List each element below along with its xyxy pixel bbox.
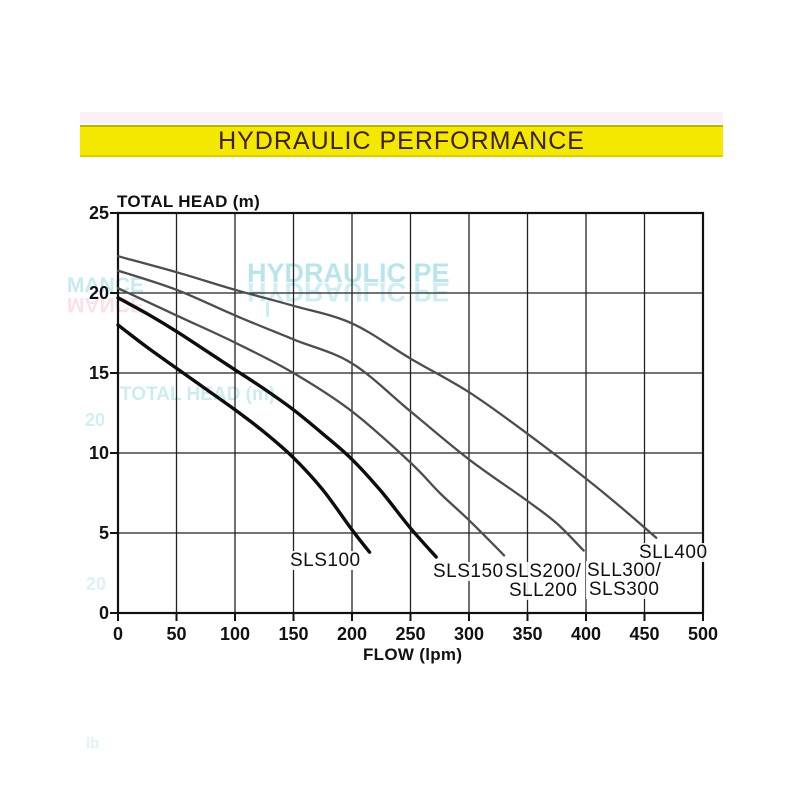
scan-ghost-text: TOTAL HEAD (m) xyxy=(120,384,276,405)
series-label-line: SLS100 xyxy=(290,550,361,571)
x-axis-title: FLOW (lpm) xyxy=(363,645,463,664)
x-tick-label: 100 xyxy=(219,624,251,644)
series-label-line: SLL400 xyxy=(639,542,708,563)
series-label-sls200-sll200: SLS200/SLL200 xyxy=(504,561,583,601)
x-tick-label: 50 xyxy=(166,624,187,644)
x-tick-label: 150 xyxy=(278,624,309,644)
y-tick-label: 5 xyxy=(98,523,109,543)
series-label-sll300-sls300: SLL300/SLS300 xyxy=(586,560,663,600)
y-tick-label: 0 xyxy=(98,603,109,623)
series-label-sll400: SLL400 xyxy=(638,543,709,562)
scan-ghost-band xyxy=(80,112,723,124)
x-tick-label: 350 xyxy=(512,624,543,644)
curve-sls150 xyxy=(116,296,438,559)
series-label-sls150: SLS150 xyxy=(432,562,505,581)
x-tick-label: 0 xyxy=(112,624,123,644)
y-tick-label: 25 xyxy=(88,203,109,223)
y-tick-label: 20 xyxy=(88,283,109,303)
curve-sls200-sll200 xyxy=(116,287,506,557)
scan-ghost-text: HYDRAULIC PE xyxy=(247,258,450,288)
series-label-line: SLL300/ xyxy=(587,560,662,581)
x-tick-label: 400 xyxy=(570,624,602,644)
x-tick-label: 450 xyxy=(629,624,660,644)
scan-ghost-text: 20 xyxy=(85,410,106,430)
x-tick-label: 500 xyxy=(687,624,719,644)
y-tick-label: 10 xyxy=(88,443,109,463)
scan-ghost-band xyxy=(266,302,269,317)
series-label-line: SLS300 xyxy=(588,579,660,600)
x-tick-label: 250 xyxy=(395,624,426,644)
x-tick-label: 200 xyxy=(336,624,368,644)
series-label-line: SLL200 xyxy=(508,580,578,601)
scan-ghost-text: 20 xyxy=(86,574,107,594)
curve-sll300-sls300 xyxy=(116,269,585,552)
x-tick-label: 300 xyxy=(453,624,485,644)
series-label-line: SLS150 xyxy=(433,561,504,582)
chart-title: HYDRAULIC PERFORMANCE xyxy=(218,126,585,155)
scan-ghost-text: lb xyxy=(86,735,100,752)
y-tick-label: 15 xyxy=(88,363,109,383)
curve-sls100 xyxy=(116,323,372,554)
y-axis-title: TOTAL HEAD (m) xyxy=(117,192,261,211)
series-label-sls100: SLS100 xyxy=(289,551,362,570)
curve-sll400 xyxy=(116,255,658,539)
series-label-line: SLS200/ xyxy=(505,561,582,582)
title-banner: HYDRAULIC PERFORMANCE xyxy=(80,125,723,157)
